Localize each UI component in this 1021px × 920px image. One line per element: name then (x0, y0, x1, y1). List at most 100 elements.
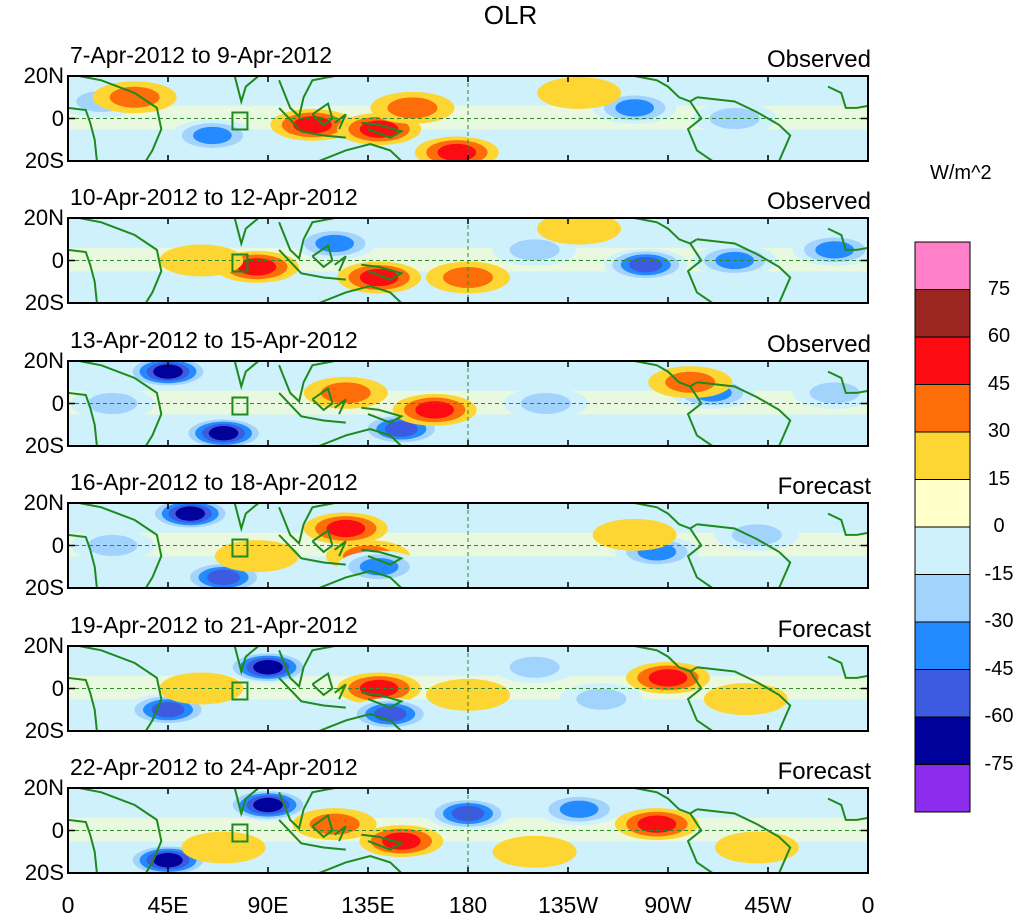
lat-tick-label: 20S (24, 575, 64, 600)
lat-tick-label: 20S (24, 718, 64, 743)
coastline (311, 101, 334, 127)
coastline (334, 255, 347, 272)
panel-4 (67, 502, 869, 589)
coastline (318, 284, 402, 303)
olr-contour (208, 426, 239, 441)
index-box (231, 111, 249, 131)
coastline (278, 788, 335, 831)
olr-contour (153, 364, 183, 379)
coastline (686, 385, 713, 446)
panel-1 (67, 75, 869, 162)
lat-tick-label: 0 (51, 105, 64, 131)
coastline (334, 825, 347, 842)
coastline (827, 227, 868, 251)
olr-contour (665, 371, 716, 393)
coastline (278, 361, 335, 404)
index-box (231, 253, 249, 273)
olr-contour (615, 99, 655, 117)
olr-contour (426, 678, 510, 711)
coastline (78, 503, 163, 588)
coastline (78, 646, 163, 731)
coastline (233, 788, 261, 818)
olr-contour (359, 268, 399, 287)
panel-date-range: 22-Apr-2012 to 24-Apr-2012 (70, 754, 358, 780)
coastline (233, 361, 261, 391)
coastline (361, 263, 404, 281)
coastline (278, 249, 346, 281)
coastline (78, 218, 163, 303)
coastline (827, 85, 868, 109)
olr-contour (509, 239, 560, 261)
lat-tick-label: 20N (23, 205, 64, 230)
coastline (68, 676, 98, 731)
colorbar-swatch (914, 384, 971, 433)
coastline (278, 76, 335, 119)
colorbar-label: 60 (987, 325, 1011, 347)
panel-date-range: 10-Apr-2012 to 12-Apr-2012 (70, 184, 358, 210)
coastline (361, 691, 404, 709)
coastline (334, 398, 347, 415)
lat-tick-label: 0 (51, 390, 64, 416)
lat-tick-label: 20N (23, 490, 64, 515)
olr-contour (576, 688, 627, 710)
lat-tick-label: 20S (24, 290, 64, 315)
coastline (827, 797, 868, 821)
coastline (78, 788, 163, 873)
coastline (78, 76, 163, 161)
colorbar-label: 30 (987, 420, 1011, 442)
olr-contour (509, 656, 560, 678)
colorbar-swatch (914, 669, 971, 718)
coastline (233, 218, 261, 248)
olr-contour (151, 702, 185, 718)
olr-contour (384, 421, 418, 437)
coastline (334, 683, 347, 700)
olr-contour (214, 540, 299, 573)
coastline (68, 818, 98, 873)
olr-contour (320, 382, 371, 404)
lat-tick-label: 20S (24, 148, 64, 173)
coastline (278, 218, 335, 261)
panel-date-range: 16-Apr-2012 to 18-Apr-2012 (70, 469, 358, 495)
coastline (311, 243, 334, 269)
coastline (827, 370, 868, 394)
olr-contour (437, 143, 477, 161)
coastline (278, 392, 346, 424)
olr-contour (293, 116, 332, 134)
coastline (686, 527, 713, 588)
coastline (278, 819, 346, 851)
index-box (231, 396, 249, 416)
olr-contour (153, 853, 183, 868)
lat-tick-label: 0 (51, 247, 64, 273)
colorbar-swatch (914, 431, 971, 480)
index-box (231, 823, 249, 843)
colorbar-swatch (914, 479, 971, 528)
colorbar-swatch (914, 526, 971, 575)
colorbar-swatch (914, 336, 971, 385)
coastline (233, 503, 261, 533)
colorbar-label: 45 (987, 372, 1011, 395)
coastline (686, 670, 713, 731)
coastline (634, 788, 698, 815)
colorbar-label: -60 (984, 705, 1014, 727)
olr-contour (648, 669, 688, 687)
coastline (68, 391, 98, 446)
panel-kind-label: Observed (766, 331, 871, 358)
olr-contour (181, 831, 266, 864)
index-box (231, 681, 249, 701)
coastline (318, 569, 402, 588)
lat-tick-label: 0 (51, 675, 64, 701)
colorbar (914, 241, 971, 813)
coastline (311, 671, 334, 697)
coastline (686, 242, 713, 303)
panel-5 (67, 645, 869, 732)
chart-title: OLR (483, 0, 538, 30)
panel-2 (67, 217, 869, 304)
coastline (318, 427, 402, 446)
lon-tick-label: 180 (448, 892, 488, 918)
coastline (311, 386, 334, 412)
coastline (278, 534, 346, 566)
olr-contour (175, 506, 206, 521)
coastline (311, 528, 334, 554)
coastline (686, 100, 713, 161)
